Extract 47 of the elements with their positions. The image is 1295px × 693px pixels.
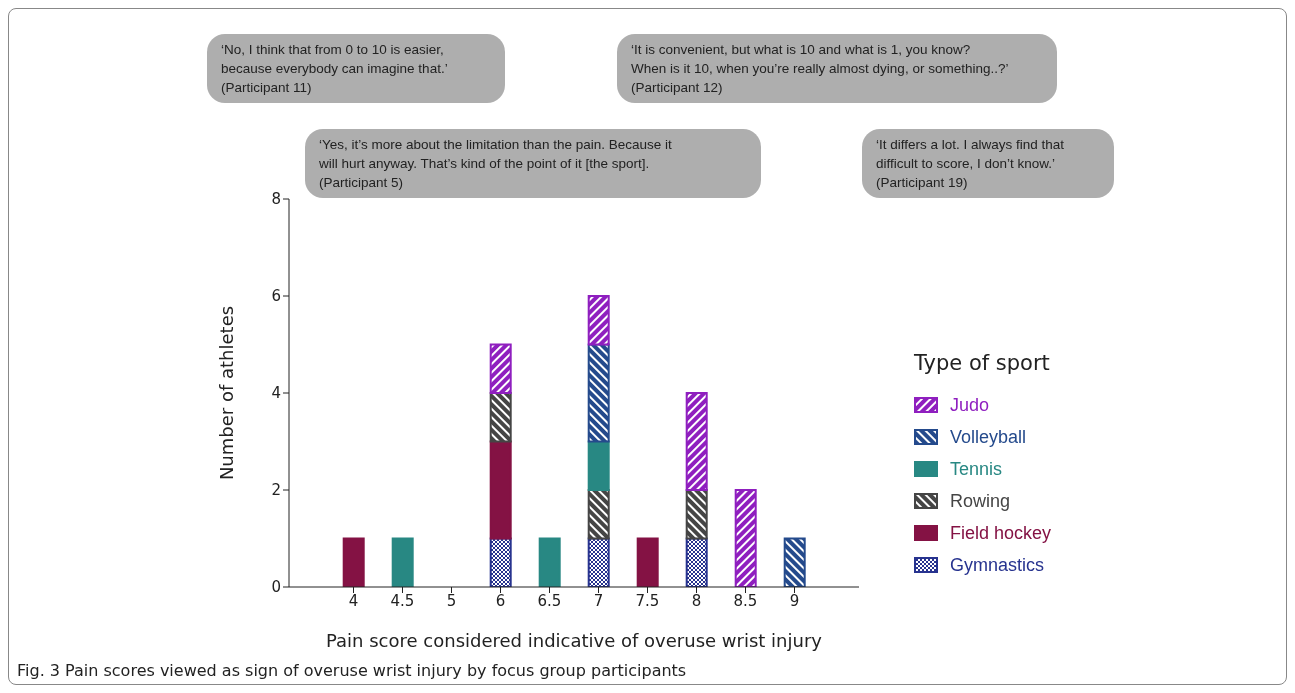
y-tick-label: 6	[271, 287, 281, 306]
text: Gymnastics	[950, 554, 1045, 576]
x-tick-label: 4.5	[390, 591, 415, 610]
bar	[685, 489, 708, 540]
text: ‘Yes, it’s more about the limitation than the pain. Because it will hurt anyway. That’s kind of the point of it [the sport]. (Participant 5)	[305, 129, 761, 198]
bar	[587, 343, 610, 443]
y-tick-label: 2	[271, 481, 281, 500]
x-tick-label: 9	[789, 591, 800, 610]
y-tick-label: 8	[271, 190, 281, 209]
x-tick-label: 4	[348, 591, 359, 610]
bar	[489, 537, 512, 587]
x-axis-title: Pain score considered indicative of overuse wrist injury	[326, 630, 823, 651]
y-axis-title: Number of athletes	[216, 305, 238, 481]
bar	[587, 537, 610, 587]
bar	[783, 537, 806, 587]
text: Rowing	[950, 490, 1011, 512]
x-tick-label: 5	[446, 591, 457, 610]
bar	[587, 489, 610, 540]
text: Volleyball	[950, 426, 1027, 448]
bar	[489, 440, 512, 540]
x-tick-label: 7.5	[635, 591, 660, 610]
x-tick-label: 6	[495, 591, 506, 610]
x-tick-label: 6.5	[537, 591, 562, 610]
bar	[685, 392, 708, 491]
x-tick-label: 8	[691, 591, 702, 610]
bar	[636, 537, 659, 587]
text: ‘No, I think that from 0 to 10 is easier, because everybody can imagine that.’ (Participant 11)	[207, 34, 505, 103]
bar	[685, 537, 708, 587]
bar	[587, 295, 610, 346]
text: Judo	[950, 394, 990, 416]
bar	[489, 392, 512, 443]
y-tick-label: 0	[271, 578, 281, 597]
legend-label: Field hockey	[950, 522, 1052, 544]
legend-title: Type of sport	[914, 351, 1051, 375]
text: ‘It differs a lot. I always find that difficult to score, I don’t know.’ (Participant 19)	[862, 129, 1114, 198]
bar	[734, 489, 757, 587]
text: ‘It is convenient, but what is 10 and what is 1, you know? When is it 10, when you’re really almost dying, or something..?’ (Participant 12)	[617, 34, 1057, 103]
bar	[538, 537, 561, 587]
bar	[489, 343, 512, 394]
caption: Fig. 3 Pain scores viewed as sign of overuse wrist injury by focus group participants	[17, 661, 687, 680]
y-tick-label: 4	[271, 384, 281, 403]
x-tick-label: 7	[593, 591, 604, 610]
legend-label: Tennis	[950, 458, 1003, 480]
x-tick-label: 8.5	[733, 591, 758, 610]
bar	[391, 537, 414, 587]
bar	[342, 537, 365, 587]
bar	[587, 440, 610, 491]
